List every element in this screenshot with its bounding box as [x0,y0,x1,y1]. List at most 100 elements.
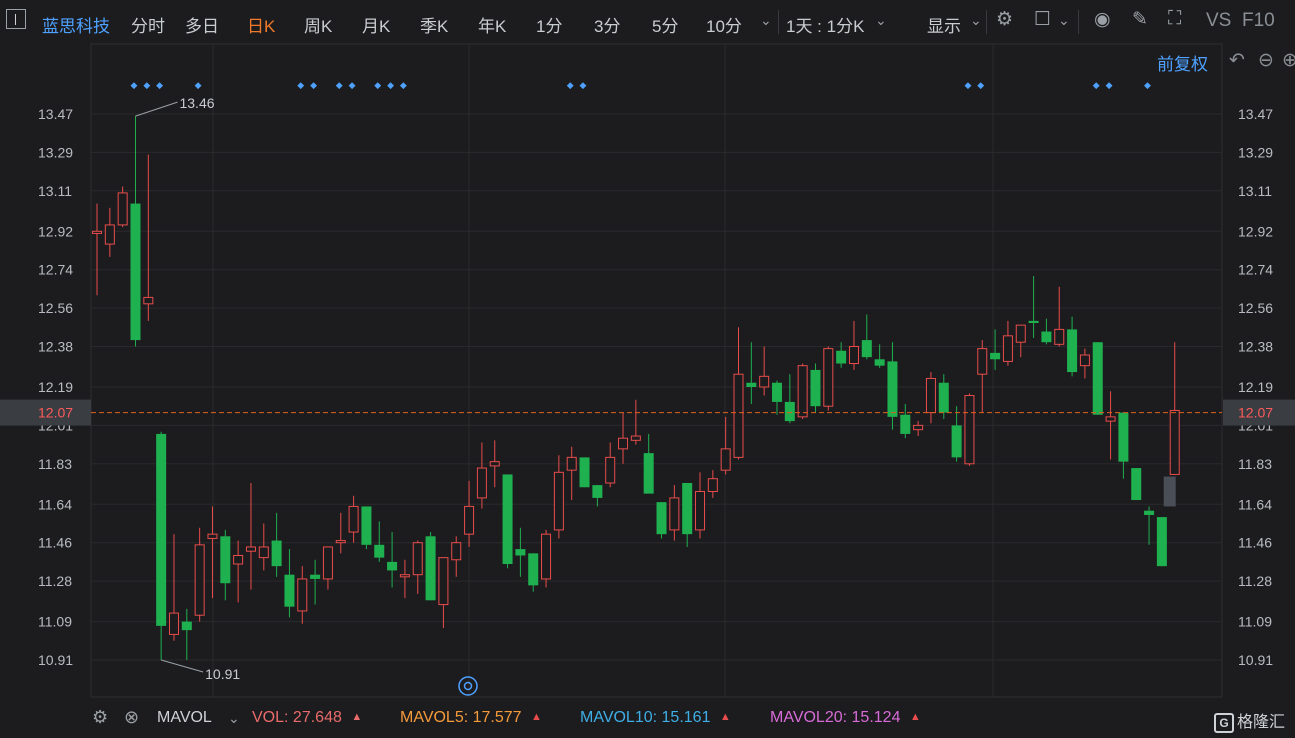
candle-body-up [1015,324,1026,343]
tab-year-k[interactable]: 年K [478,17,507,36]
event-marker-icon: ◆ [349,81,356,91]
candle [464,480,475,547]
candle-body-down [592,485,603,498]
y-tick-label-left: 11.28 [38,573,72,589]
candle-body-down [310,574,321,579]
tab-fenshi[interactable]: 分时 [131,17,165,36]
zoom-in-icon[interactable]: ⊕ [1282,50,1295,71]
candle-body-down [1028,320,1039,324]
display-button[interactable]: 显示 [927,17,961,36]
candle [399,559,410,599]
candle-body-up [1169,409,1180,475]
candle-body-up [1105,416,1116,422]
fullscreen-icon[interactable]: ⛶ [1168,8,1182,29]
tab-10min[interactable]: 10分 [706,17,742,36]
candle-body-up [720,448,731,471]
tab-1min[interactable]: 1分 [536,17,563,36]
candle [258,523,269,571]
chevron-down-icon[interactable]: ⌄ [970,12,982,28]
candle [233,540,244,603]
settings-gear-icon[interactable]: ⚙ [996,9,1014,30]
event-marker-icon: ◆ [130,81,137,91]
f10-button[interactable]: F10 [1242,10,1275,31]
sidebar-toggle-icon[interactable] [6,9,26,29]
candle-body-up [476,467,487,499]
tab-quarter-k[interactable]: 季K [420,17,449,36]
tab-duori[interactable]: 多日 [185,17,219,36]
stock-name[interactable]: 蓝思科技 [42,17,110,36]
pencil-icon[interactable]: ✎ [1132,9,1148,30]
indicator-close-icon[interactable]: ⊗ [124,707,140,727]
tab-3min[interactable]: 3分 [594,17,621,36]
event-marker-icon: ◆ [567,81,574,91]
candle-body-down [387,561,398,571]
candle [1131,468,1142,501]
candle-body-down [874,359,885,366]
indicator-settings-gear-icon[interactable]: ⚙ [92,707,109,727]
candle [1118,412,1129,479]
event-marker-icon: ◆ [387,81,394,91]
candle [925,372,936,424]
tab-week-k[interactable]: 周K [304,17,333,36]
event-marker-icon: ◆ [310,81,317,91]
indicator-name[interactable]: MAVOL [157,709,212,726]
candle-body-down [990,352,1001,360]
adjust-fuquan-button[interactable]: 前复权 [1157,55,1208,74]
event-marker-icon: ◆ [1106,81,1113,91]
candle [823,346,834,411]
candle [848,320,859,370]
event-marker-icon: ◆ [1144,81,1151,91]
period-select[interactable]: 1天 : 1分K [786,17,865,36]
candle-body-up [553,471,564,531]
vs-button[interactable]: VS [1206,10,1232,31]
mavol5-value: 17.577 [472,709,522,726]
tab-day-k[interactable]: 日K [247,17,276,36]
up-arrow-icon: ▲ [351,711,363,723]
candle [566,446,577,501]
candle-body-up [335,540,346,544]
camera-icon[interactable]: ◉ [1094,9,1111,30]
candle [1169,342,1180,475]
candle-body-up [438,557,449,606]
candle [861,314,872,360]
chevron-down-icon[interactable]: ⌄ [875,12,887,28]
candle-body-up [964,395,975,465]
tab-5min[interactable]: 5分 [652,17,679,36]
candle [130,116,141,347]
y-tick-label-right: 11.28 [1238,573,1272,589]
y-tick-label-right: 12.74 [1238,262,1273,278]
candle-body-down [579,457,590,488]
chevron-down-icon[interactable]: ⌄ [228,710,240,726]
candle-body-down [1067,329,1078,373]
candle-body-up [605,456,616,484]
tab-month-k[interactable]: 月K [362,17,391,36]
y-tick-label-right: 13.29 [1238,144,1273,160]
toolbar-divider [1078,10,1079,34]
candle [1015,324,1026,358]
event-marker-icon: ◆ [143,81,150,91]
candle-body-up [412,542,423,576]
candle [720,416,731,475]
chevron-down-icon[interactable]: ⌄ [760,12,772,28]
y-tick-label-left: 12.56 [38,300,73,316]
candle [425,532,436,601]
candle [887,342,898,430]
mavol20-readout: MAVOL20: 15.124 ▲ [770,709,921,727]
event-marker-icon: ◆ [156,81,163,91]
candle-body-up [258,546,269,559]
y-tick-label-left: 11.83 [38,456,72,472]
candle-body-down [515,549,526,556]
candle-body-up [297,578,308,612]
candle-body-up [399,574,410,578]
candle-body-up [207,533,218,539]
undo-icon[interactable]: ↶ [1229,50,1245,71]
candlestick-chart[interactable]: 13.47 13.47 13.29 13.29 13.11 13.11 12.92 12.92… [0,0,1295,700]
candle [310,559,321,605]
chevron-down-icon[interactable]: ⌄ [1058,12,1070,28]
checkbox-icon[interactable]: ☐ [1034,9,1052,30]
zoom-out-icon[interactable]: ⊖ [1258,50,1274,71]
candle-body-down [528,553,539,586]
candle-body-up [168,612,179,635]
y-tick-label-left: 11.46 [38,535,72,551]
candle-body-up [759,375,770,388]
